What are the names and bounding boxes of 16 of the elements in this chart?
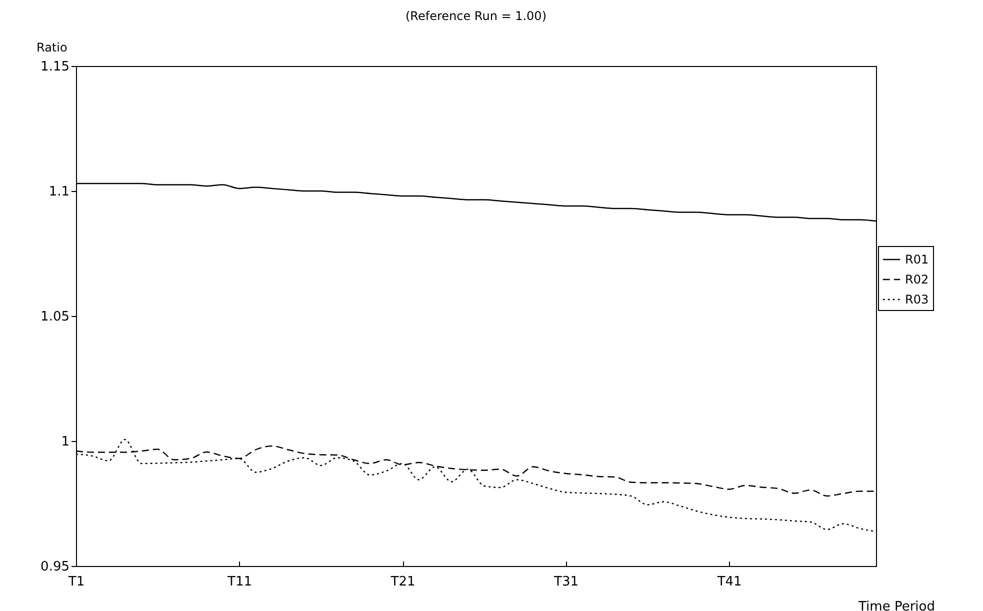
legend-label: R02	[905, 272, 929, 286]
y-axis-title: Ratio	[36, 40, 68, 54]
chart-title: (Reference Run = 1.00)	[405, 9, 547, 23]
x-tick-label: T41	[716, 574, 742, 590]
y-tick-label: 1.05	[40, 310, 70, 324]
y-tick-label: 1.1	[48, 184, 70, 200]
x-tick-label: T11	[226, 574, 252, 590]
x-tick-label: T21	[390, 574, 416, 590]
x-tick-label: T31	[553, 574, 579, 590]
y-tick-label: 1	[61, 434, 70, 450]
legend-label: R01	[905, 252, 929, 266]
y-tick-label: 0.95	[40, 560, 70, 574]
legend-label: R03	[905, 292, 929, 306]
x-tick-label: T1	[67, 574, 85, 590]
x-axis-title: Time Period	[858, 600, 935, 611]
y-tick-label: 1.15	[40, 60, 70, 74]
